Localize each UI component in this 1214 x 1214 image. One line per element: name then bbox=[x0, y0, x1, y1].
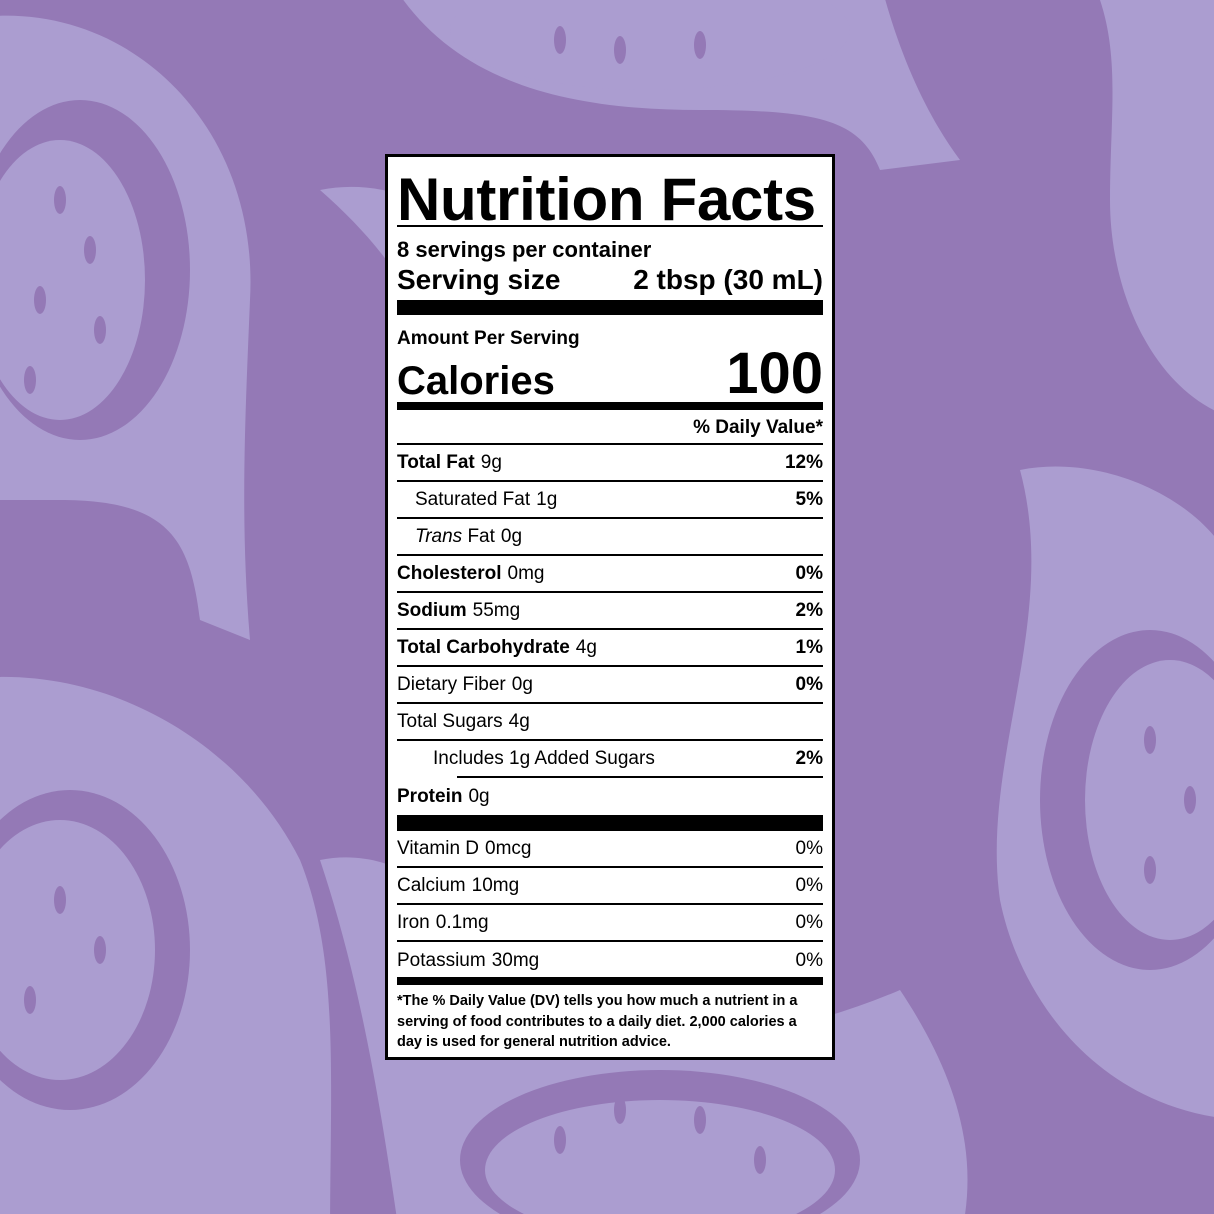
nutrient-row-total-fat: Total Fat 9g 12% bbox=[397, 445, 823, 482]
calories-label: Calories bbox=[397, 359, 555, 403]
nutrient-row-trans-fat: Trans Fat 0g bbox=[397, 519, 823, 556]
nutrient-row-total-carbohydrate: Total Carbohydrate 4g 1% bbox=[397, 630, 823, 667]
label-title: Nutrition Facts bbox=[397, 166, 816, 233]
servings-per-container: 8 servings per container bbox=[397, 237, 652, 262]
nutrient-row-total-sugars: Total Sugars 4g bbox=[397, 704, 823, 741]
vitamin-row-iron: Iron 0.1mg 0% bbox=[397, 905, 823, 942]
calories-value: 100 bbox=[726, 341, 823, 406]
daily-value-header: % Daily Value* bbox=[693, 417, 823, 438]
vitamin-row-potassium: Potassium 30mg 0% bbox=[397, 949, 823, 971]
nutrient-row-protein: Protein 0g bbox=[397, 785, 490, 807]
thick-divider bbox=[397, 300, 823, 315]
divider bbox=[397, 443, 823, 445]
serving-size-label: Serving size bbox=[397, 264, 561, 295]
calories-row: Calories 100 bbox=[397, 341, 823, 406]
fig-slice-top-right bbox=[1100, 0, 1214, 411]
amount-per-serving: Amount Per Serving bbox=[397, 328, 580, 349]
medium-divider bbox=[397, 977, 823, 985]
thick-divider bbox=[397, 815, 823, 831]
nutrient-row-dietary-fiber: Dietary Fiber 0g 0% bbox=[397, 667, 823, 704]
serving-size-value: 2 tbsp (30 mL) bbox=[633, 264, 823, 295]
vitamin-row-vitamin-d: Vitamin D 0mcg 0% bbox=[397, 831, 823, 868]
nutrient-row-cholesterol: Cholesterol 0mg 0% bbox=[397, 556, 823, 593]
nutrient-row-added-sugars: Includes 1g Added Sugars 2% bbox=[433, 741, 823, 778]
daily-value-footnote: *The % Daily Value (DV) tells you how mu… bbox=[397, 993, 798, 1050]
medium-divider bbox=[397, 402, 823, 410]
serving-size-row: Serving size 2 tbsp (30 mL) bbox=[397, 264, 823, 296]
nutrition-facts-label: Nutrition Facts 8 servings per container… bbox=[385, 154, 835, 1060]
divider bbox=[397, 225, 823, 227]
nutrient-row-saturated-fat: Saturated Fat 1g 5% bbox=[397, 482, 823, 519]
vitamin-row-calcium: Calcium 10mg 0% bbox=[397, 868, 823, 905]
nutrient-row-sodium: Sodium 55mg 2% bbox=[397, 593, 823, 630]
